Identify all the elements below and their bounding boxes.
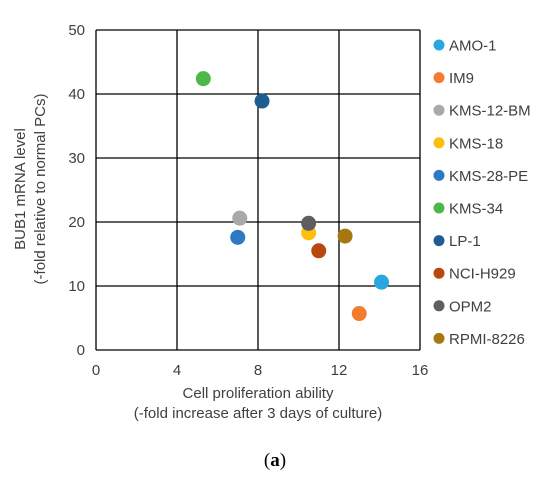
legend-marker <box>433 332 445 344</box>
caption-letter: a <box>270 450 280 471</box>
legend-label: KMS-12-BM <box>449 103 531 120</box>
x-axis-label-line2: (-fold increase after 3 days of culture) <box>134 405 382 422</box>
legend-label: RPMI-8226 <box>449 331 525 348</box>
y-tick-label: 20 <box>68 214 85 231</box>
data-point-lp-1 <box>254 93 270 109</box>
legend-item: KMS-34 <box>433 201 503 218</box>
x-tick-label: 8 <box>254 362 262 379</box>
legend-item: IM9 <box>433 70 474 87</box>
data-point-kms-28-pe <box>230 229 246 245</box>
legend-marker <box>433 169 445 181</box>
data-points <box>195 71 390 322</box>
data-point-amo-1 <box>374 274 390 290</box>
y-tick-label: 0 <box>77 342 85 359</box>
legend-item: KMS-28-PE <box>433 168 528 185</box>
legend-item: RPMI-8226 <box>433 331 525 348</box>
legend-marker <box>433 72 445 84</box>
data-point-rpmi-8226 <box>337 228 353 244</box>
legend-label: NCI-H929 <box>449 266 516 283</box>
legend-label: OPM2 <box>449 298 492 315</box>
data-point-kms-12-bm <box>232 210 248 226</box>
legend-label: IM9 <box>449 70 474 87</box>
x-tick-label: 12 <box>331 362 348 379</box>
figure-caption: (a) <box>264 450 286 471</box>
y-tick-label: 30 <box>68 150 85 167</box>
y-tick-label: 50 <box>68 22 85 39</box>
legend-marker <box>433 300 445 312</box>
legend-label: LP-1 <box>449 233 481 250</box>
legend: AMO-1 IM9 KMS-12-BM KMS-18 KMS-28-PE KMS-34 LP… <box>433 38 531 348</box>
x-tick-label: 16 <box>412 362 429 379</box>
y-tick-label: 10 <box>68 278 85 295</box>
legend-item: OPM2 <box>433 298 492 315</box>
x-tick-label: 4 <box>173 362 181 379</box>
legend-marker <box>433 39 445 51</box>
data-point-kms-34 <box>195 71 211 87</box>
legend-item: NCI-H929 <box>433 266 516 283</box>
grid <box>95 29 421 351</box>
legend-label: AMO-1 <box>449 38 497 55</box>
x-axis-label-line1: Cell proliferation ability <box>183 385 334 402</box>
legend-item: LP-1 <box>433 233 481 250</box>
legend-marker <box>433 235 445 247</box>
legend-item: AMO-1 <box>433 38 497 55</box>
legend-marker <box>433 202 445 214</box>
legend-marker <box>433 267 445 279</box>
legend-label: KMS-34 <box>449 201 503 218</box>
y-axis-label-line2: (-fold relative to normal PCs) <box>32 94 49 285</box>
data-point-opm2 <box>301 215 317 231</box>
legend-label: KMS-28-PE <box>449 168 528 185</box>
caption-open-paren: ( <box>264 450 270 471</box>
caption-close-paren: ) <box>280 450 286 471</box>
y-tick-label: 40 <box>68 86 85 103</box>
x-axis-ticks: 0 4 8 12 16 <box>92 362 429 379</box>
y-axis-label-line1: BUB1 mRNA level <box>12 128 29 250</box>
legend-item: KMS-12-BM <box>433 103 531 120</box>
data-point-nci-h929 <box>311 243 327 259</box>
legend-marker <box>433 137 445 149</box>
legend-item: KMS-18 <box>433 135 503 152</box>
y-axis-ticks: 0 10 20 30 40 50 <box>68 22 85 359</box>
legend-label: KMS-18 <box>449 135 503 152</box>
x-tick-label: 0 <box>92 362 100 379</box>
data-point-im9 <box>351 306 367 322</box>
legend-marker <box>433 104 445 116</box>
